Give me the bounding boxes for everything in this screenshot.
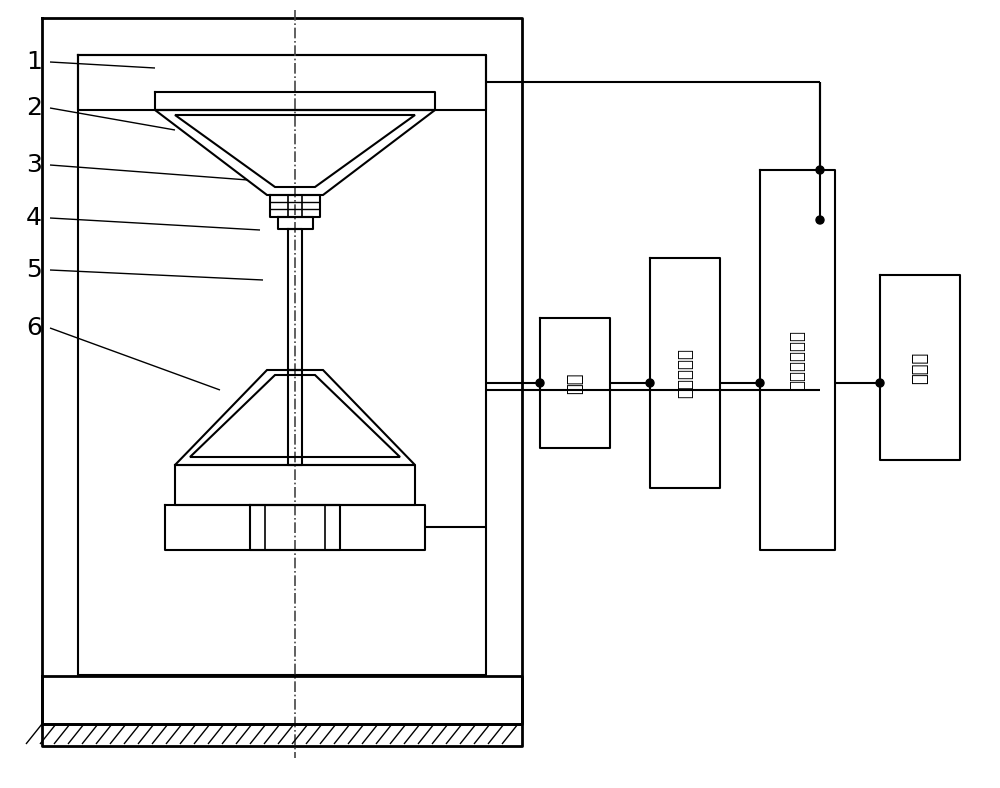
Circle shape — [646, 379, 654, 387]
Circle shape — [756, 379, 764, 387]
Circle shape — [536, 379, 544, 387]
Circle shape — [816, 216, 824, 224]
Text: 信号采集系统: 信号采集系统 — [788, 330, 806, 390]
Text: 1: 1 — [26, 50, 42, 74]
Text: 5: 5 — [26, 258, 42, 282]
Circle shape — [876, 379, 884, 387]
Text: 3: 3 — [26, 153, 42, 177]
Text: 动态应变仪: 动态应变仪 — [676, 348, 694, 398]
Text: 6: 6 — [26, 316, 42, 340]
Text: 电桥: 电桥 — [566, 372, 584, 394]
Circle shape — [816, 166, 824, 174]
Text: 2: 2 — [26, 96, 42, 120]
Text: 4: 4 — [26, 206, 42, 230]
Text: 计算机: 计算机 — [911, 351, 929, 384]
